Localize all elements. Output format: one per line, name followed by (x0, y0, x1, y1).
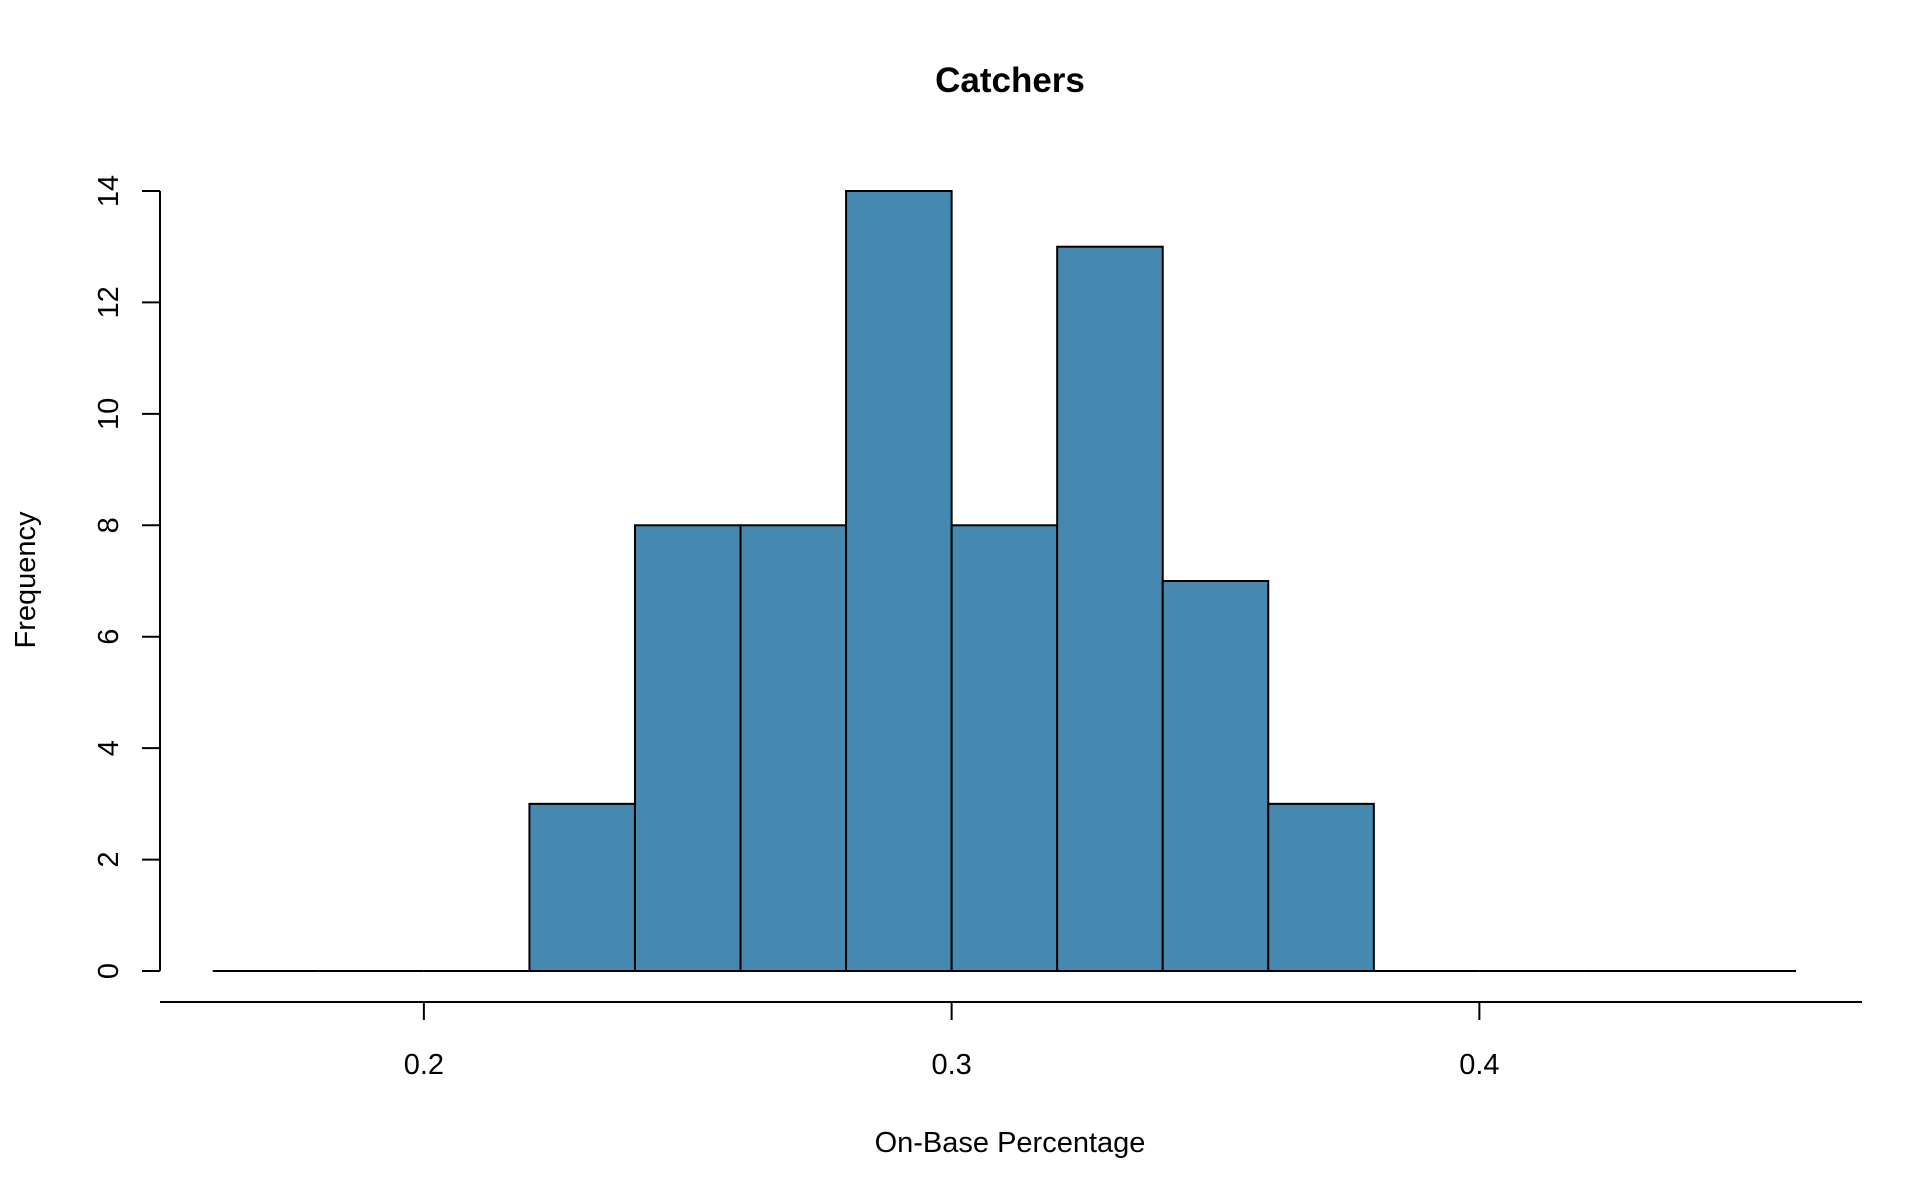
x-axis: 0.2 0.3 0.4 (160, 1001, 1862, 1081)
x-tick-label: 0.2 (404, 1049, 444, 1081)
y-tick-label: 4 (93, 740, 125, 756)
y-tick-label: 10 (93, 398, 125, 430)
y-axis: 0 2 4 6 8 10 12 14 (93, 175, 161, 979)
x-tick-label: 0.4 (1459, 1049, 1499, 1081)
y-tick-label: 6 (93, 629, 125, 645)
y-tick-label: 12 (93, 286, 125, 318)
x-axis-label: On-Base Percentage (875, 1127, 1146, 1159)
histogram-bar (1056, 245, 1164, 972)
histogram-bar (845, 190, 953, 972)
chart-title: Catchers (935, 61, 1085, 100)
x-tick-label: 0.3 (931, 1049, 971, 1081)
y-tick-label: 2 (93, 852, 125, 868)
y-tick-label: 0 (93, 963, 125, 979)
histogram-bar (1267, 802, 1375, 972)
y-tick-label: 8 (93, 517, 125, 533)
histogram-bar (739, 524, 848, 972)
histogram-bar (1161, 580, 1270, 972)
y-axis-label: Frequency (10, 511, 42, 649)
histogram-bar (950, 524, 1059, 972)
histogram-bar (528, 802, 636, 972)
histogram-bars (212, 190, 1797, 972)
histogram-bar (633, 524, 742, 972)
y-tick-label: 14 (93, 175, 125, 207)
